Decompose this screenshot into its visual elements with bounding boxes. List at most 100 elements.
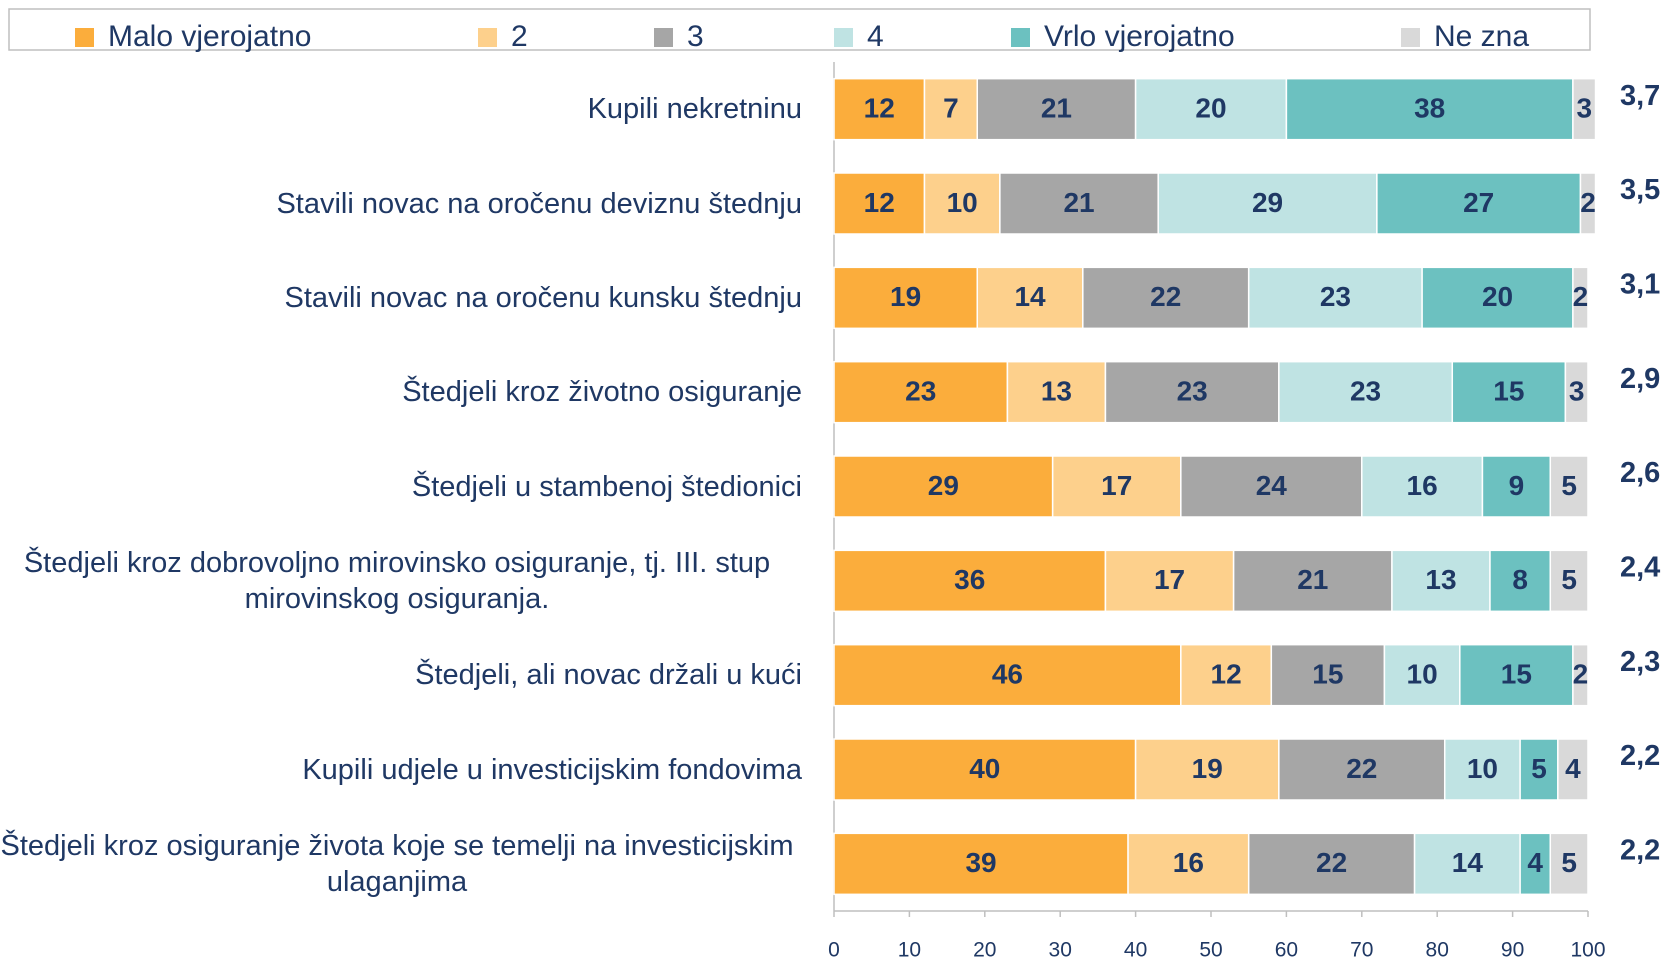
bar-segment (1549, 455, 1589, 518)
data-label: 23 (1177, 376, 1208, 407)
data-label: 29 (928, 470, 959, 501)
bar-segment (1247, 266, 1423, 330)
bar-segment (1564, 360, 1589, 424)
x-tick-label: 10 (898, 939, 921, 962)
data-label: 17 (1101, 470, 1132, 501)
bar-segment (1104, 360, 1280, 424)
data-label: 36 (954, 564, 985, 595)
bar-segment (1278, 360, 1454, 424)
x-tick-label: 100 (1570, 939, 1605, 962)
data-label: 38 (1414, 93, 1445, 124)
bar-segment (1082, 266, 1250, 330)
average-label: 2,3 (1620, 646, 1660, 678)
x-tick-label: 40 (1124, 939, 1147, 962)
data-label: 21 (1297, 564, 1328, 595)
bar-segment (833, 172, 926, 235)
category-text: Štedjeli kroz osiguranje života koje se … (0, 829, 794, 898)
legend-label: Vrlo vjerojatno (1044, 20, 1235, 53)
bar-segment (1549, 832, 1589, 896)
category-text: Štedjeli kroz životno osiguranje (402, 376, 802, 409)
data-label: 10 (1467, 753, 1498, 784)
legend-swatch (834, 28, 853, 47)
average-label: 2,4 (1620, 551, 1660, 583)
bar-segment (1180, 455, 1363, 518)
bar-segment (833, 549, 1107, 613)
bar-segment (1459, 643, 1574, 707)
data-label: 21 (1041, 93, 1072, 124)
bar-segment (1134, 738, 1280, 801)
bar-segment (1557, 738, 1589, 801)
data-label: 15 (1312, 659, 1343, 690)
data-label: 13 (1041, 376, 1072, 407)
data-label: 40 (969, 753, 1000, 784)
bar-segment (1051, 455, 1182, 518)
data-label: 22 (1150, 281, 1181, 312)
bar-segment (1270, 643, 1386, 707)
data-label: 29 (1252, 187, 1283, 218)
bar-segment (1451, 360, 1567, 424)
legend-swatch (478, 28, 497, 47)
bar-segment (1247, 832, 1416, 896)
category-label: Stavili novac na oročenu deviznu štednju (0, 186, 802, 222)
legend-label: 2 (511, 20, 528, 53)
data-label: 19 (1192, 753, 1223, 784)
category-label: Štedjeli kroz osiguranje života koje se … (0, 828, 802, 900)
data-label: 2 (1573, 281, 1589, 312)
bar-segment (1232, 549, 1393, 613)
average-label: 2,6 (1620, 457, 1660, 489)
average-label: 3,5 (1620, 174, 1660, 206)
data-label: 14 (1014, 281, 1046, 312)
legend-label: Ne zna (1434, 20, 1529, 53)
legend-swatch (75, 28, 94, 47)
bar-segment (833, 266, 979, 330)
bar-segment (1006, 360, 1107, 424)
bar-segment (1376, 172, 1582, 235)
data-label: 39 (965, 847, 996, 878)
x-tick-label: 60 (1275, 939, 1298, 962)
data-label: 4 (1565, 753, 1581, 784)
x-tick-label: 80 (1426, 939, 1449, 962)
data-label: 5 (1561, 564, 1577, 595)
data-label: 23 (905, 376, 936, 407)
data-label: 27 (1463, 187, 1494, 218)
x-tick-label: 90 (1501, 939, 1524, 962)
average-label: 3,1 (1620, 268, 1660, 300)
bar-segment (833, 360, 1009, 424)
category-text: Štedjeli kroz dobrovoljno mirovinsko osi… (23, 546, 771, 615)
x-tick-label: 50 (1199, 939, 1222, 962)
data-label: 24 (1256, 470, 1288, 501)
data-label: 16 (1173, 847, 1204, 878)
bar-segment (1104, 549, 1235, 613)
data-label: 13 (1425, 564, 1456, 595)
bar-segment (1383, 643, 1461, 707)
bar-segment (923, 77, 979, 141)
data-label: 21 (1063, 187, 1094, 218)
category-label: Štedjeli kroz dobrovoljno mirovinsko osi… (0, 545, 802, 617)
data-label: 9 (1509, 470, 1525, 501)
data-label: 2 (1573, 659, 1589, 690)
legend-label: 4 (867, 20, 884, 53)
category-text: Štedjeli u stambenoj štedionici (411, 470, 802, 503)
bar-segment (833, 455, 1054, 518)
bar-segment (1421, 266, 1574, 330)
x-tick-label: 20 (973, 939, 996, 962)
category-text: Kupili nekretninu (587, 93, 802, 126)
data-label: 12 (864, 187, 895, 218)
average-label: 3,7 (1620, 80, 1660, 112)
category-label: Štedjeli u stambenoj štedionici (0, 469, 802, 505)
category-text: Štedjeli, ali novac držali u kući (415, 659, 802, 692)
average-label: 2,9 (1620, 363, 1660, 395)
data-label: 22 (1346, 753, 1377, 784)
data-label: 5 (1531, 753, 1547, 784)
bar-segment (1572, 266, 1589, 330)
bar-segment (1391, 549, 1491, 613)
bar-segment (833, 77, 926, 141)
data-label: 4 (1527, 847, 1543, 878)
data-label: 22 (1316, 847, 1347, 878)
data-label: 8 (1512, 564, 1528, 595)
data-label: 16 (1407, 470, 1438, 501)
bar-segment (1285, 77, 1574, 141)
legend-swatch (1401, 28, 1420, 47)
